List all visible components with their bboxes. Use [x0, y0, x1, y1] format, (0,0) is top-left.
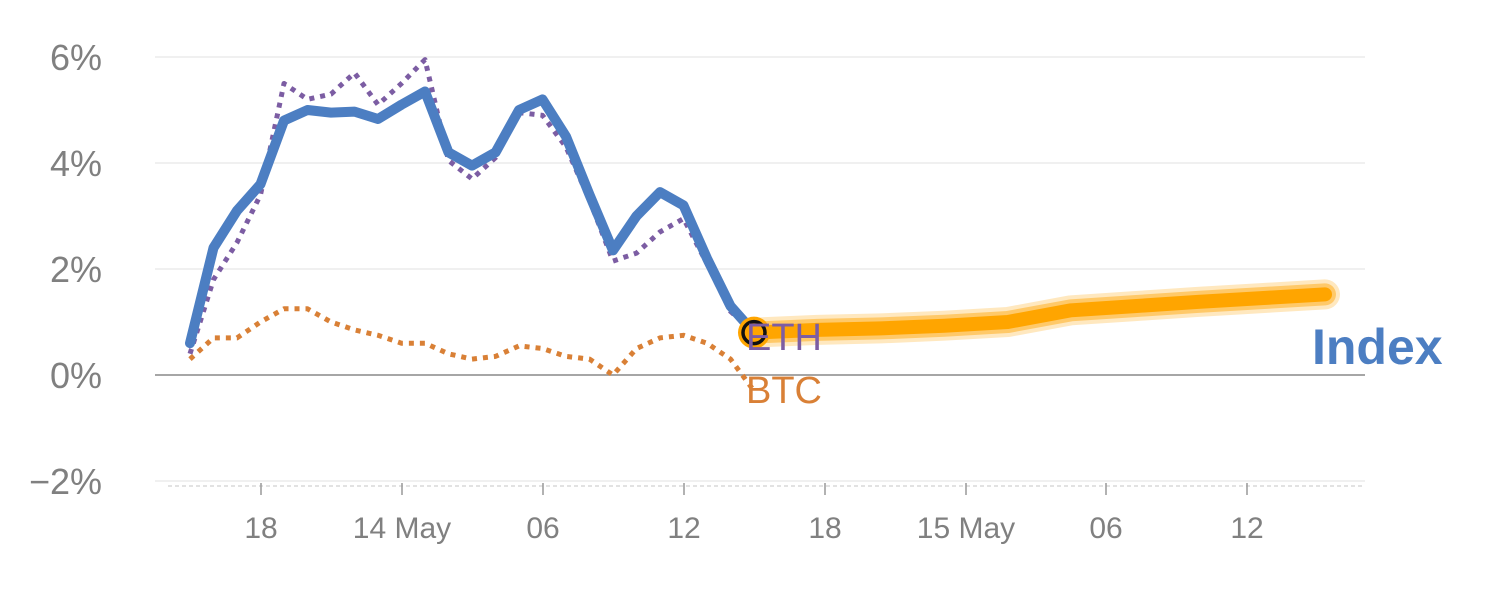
- y-tick-label: −2%: [29, 461, 102, 502]
- end-marker: [741, 319, 767, 346]
- y-axis: −2% 0% 2% 4% 6%: [29, 37, 102, 502]
- label-eth: ETH: [746, 317, 822, 359]
- x-tick-label: 14 May: [353, 512, 451, 545]
- x-tick-label: 12: [1230, 512, 1263, 545]
- forecast-line: [747, 287, 1332, 340]
- x-tick-label: 15 May: [917, 512, 1015, 545]
- y-tick-label: 0%: [50, 355, 102, 396]
- forecast-band: [739, 279, 1340, 348]
- series-line-eth: [187, 57, 756, 355]
- x-tick-label: 18: [808, 512, 841, 545]
- label-btc: BTC: [746, 370, 822, 412]
- x-tick-label: 06: [1089, 512, 1122, 545]
- series-labels: ETH BTC Index: [746, 317, 1443, 412]
- label-index: Index: [1312, 319, 1443, 375]
- x-tick-label: 12: [667, 512, 700, 545]
- y-tick-label: 2%: [50, 249, 102, 290]
- x-axis: 18 14 May 06 12 18 15 May 06 12: [244, 483, 1264, 545]
- x-tick-label: 18: [244, 512, 277, 545]
- x-tick-label: 06: [526, 512, 559, 545]
- grid: [155, 56, 1365, 487]
- y-tick-label: 4%: [50, 143, 102, 184]
- series-lines: [185, 57, 770, 393]
- series-line-btc: [188, 306, 757, 393]
- series-line-index: [185, 86, 759, 349]
- y-tick-label: 6%: [50, 37, 102, 78]
